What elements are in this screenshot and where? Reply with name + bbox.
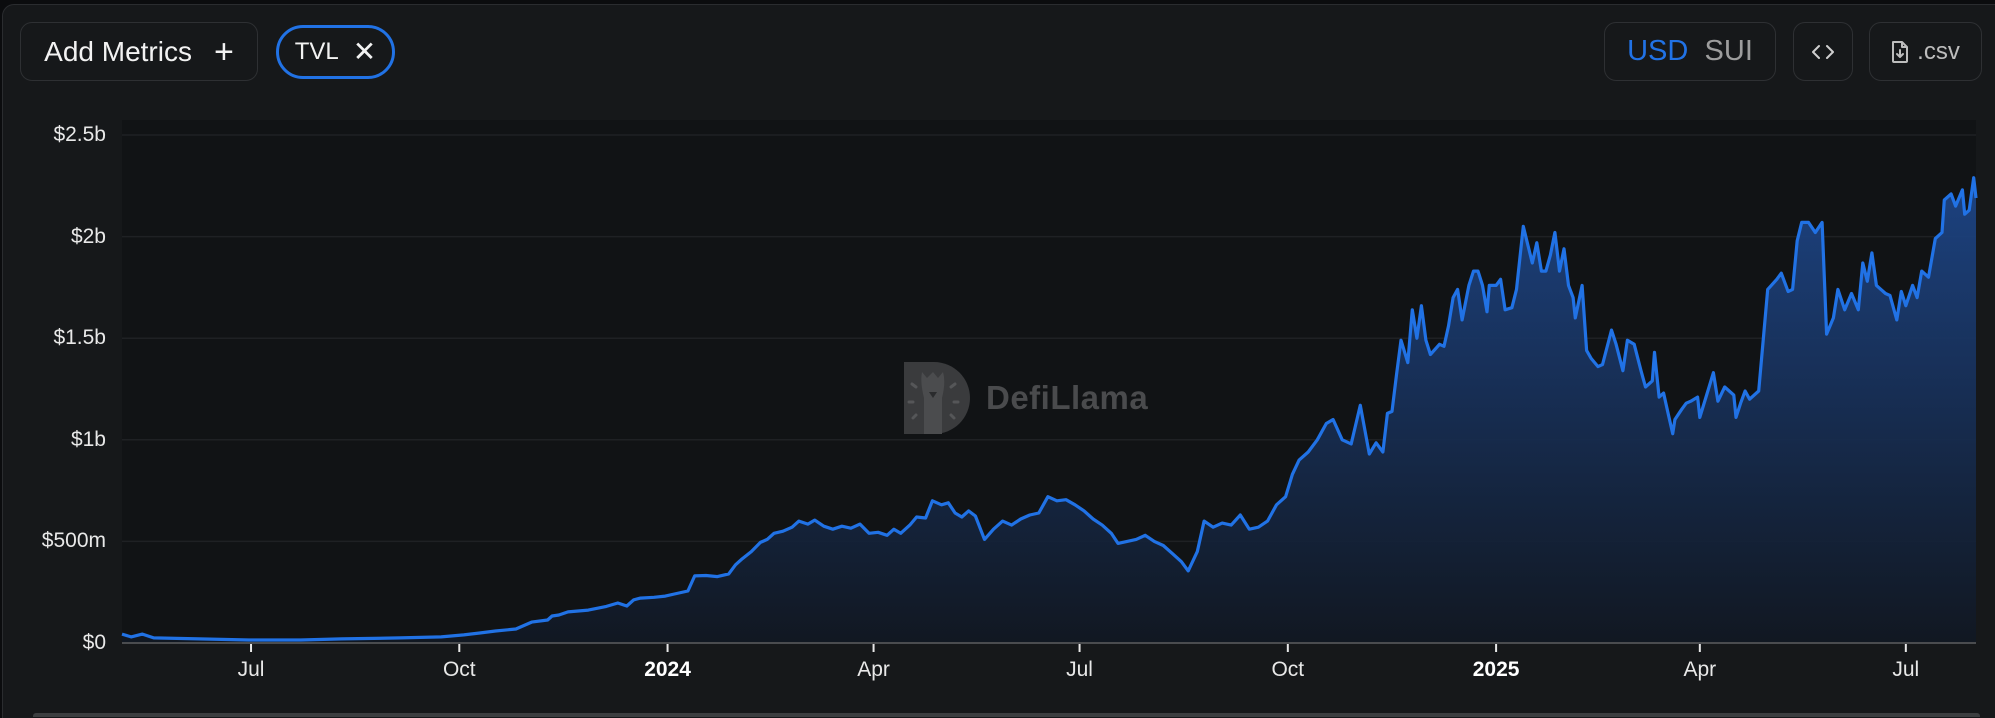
metric-pill-tvl[interactable]: TVL ✕ bbox=[276, 25, 395, 79]
currency-option-usd[interactable]: USD bbox=[1627, 35, 1689, 67]
download-csv-button[interactable]: .csv bbox=[1869, 22, 1982, 81]
csv-label: .csv bbox=[1917, 37, 1960, 65]
code-brackets-icon bbox=[1812, 44, 1834, 59]
currency-toggle: USD SUI bbox=[1604, 22, 1776, 81]
watermark-text: DefiLlama bbox=[986, 379, 1149, 416]
x-tick-label: Apr bbox=[857, 658, 890, 681]
y-tick-label: $1b bbox=[70, 427, 106, 451]
x-tick-label: Jul bbox=[1892, 658, 1920, 681]
y-tick-label: $2.5b bbox=[53, 123, 106, 146]
x-tick-label: 2024 bbox=[644, 658, 691, 681]
y-tick-label: $500m bbox=[41, 529, 106, 553]
x-tick-label: Oct bbox=[1271, 658, 1305, 681]
x-tick-label: Jul bbox=[237, 658, 265, 681]
tvl-line bbox=[121, 176, 1978, 642]
add-metrics-button[interactable]: Add Metrics + bbox=[20, 22, 258, 81]
file-download-icon bbox=[1892, 40, 1909, 63]
tvl-area-fill bbox=[122, 177, 1976, 643]
y-tick-label: $2b bbox=[70, 224, 106, 248]
x-tick-label: Apr bbox=[1683, 658, 1717, 681]
currency-option-sui[interactable]: SUI bbox=[1704, 35, 1753, 67]
x-axis-ticks bbox=[250, 644, 1907, 652]
x-tick-label: Oct bbox=[442, 658, 476, 681]
time-range-scrollbar[interactable] bbox=[33, 713, 1980, 717]
defillama-logo-icon bbox=[904, 362, 970, 434]
y-tick-label: $1.5b bbox=[53, 326, 106, 350]
add-metrics-label: Add Metrics bbox=[44, 35, 192, 67]
embed-button[interactable] bbox=[1793, 22, 1853, 81]
defillama-watermark: DefiLlama bbox=[900, 358, 1148, 438]
y-tick-label: $0 bbox=[82, 631, 106, 654]
x-tick-label: 2025 bbox=[1472, 658, 1520, 681]
x-tick-label: Jul bbox=[1066, 658, 1093, 681]
metric-pill-label: TVL bbox=[294, 38, 339, 65]
plus-icon: + bbox=[213, 32, 234, 71]
close-icon[interactable]: ✕ bbox=[352, 36, 377, 67]
